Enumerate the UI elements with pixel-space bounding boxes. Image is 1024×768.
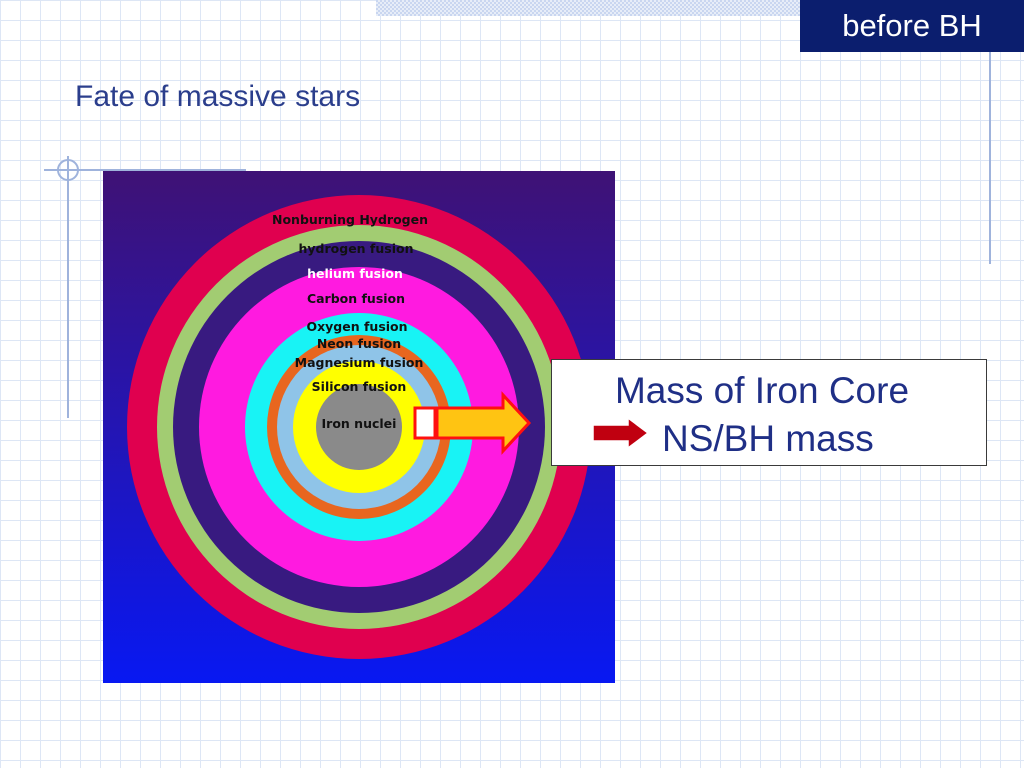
star-shell-diagram: Nonburning Hydrogen hydrogen fusion heli… — [103, 171, 615, 683]
section-tag: before BH — [800, 0, 1024, 52]
label-hydrogen-fusion: hydrogen fusion — [299, 241, 414, 256]
label-carbon-fusion: Carbon fusion — [307, 291, 405, 306]
iron-core-callout: Mass of Iron Core NS/BH mass — [551, 359, 987, 466]
right-arrow-icon — [592, 417, 650, 449]
label-silicon-fusion: Silicon fusion — [312, 379, 407, 394]
label-nonburning-hydrogen: Nonburning Hydrogen — [272, 212, 428, 227]
core-iron-nuclei — [316, 384, 402, 470]
label-oxygen-fusion: Oxygen fusion — [306, 319, 407, 334]
slide-title: Fate of massive stars — [75, 80, 361, 113]
callout-line-2: NS/BH mass — [662, 418, 874, 459]
callout-line-1: Mass of Iron Core — [614, 370, 910, 411]
core-arrow — [413, 391, 532, 455]
label-helium-fusion: helium fusion — [307, 266, 403, 281]
label-iron-nuclei: Iron nuclei — [322, 416, 397, 431]
crosshair-ornament — [44, 156, 246, 418]
label-magnesium-fusion: Magnesium fusion — [295, 355, 424, 370]
right-decorative-line — [989, 52, 991, 264]
top-decorative-band — [376, 0, 800, 16]
label-neon-fusion: Neon fusion — [317, 336, 401, 351]
